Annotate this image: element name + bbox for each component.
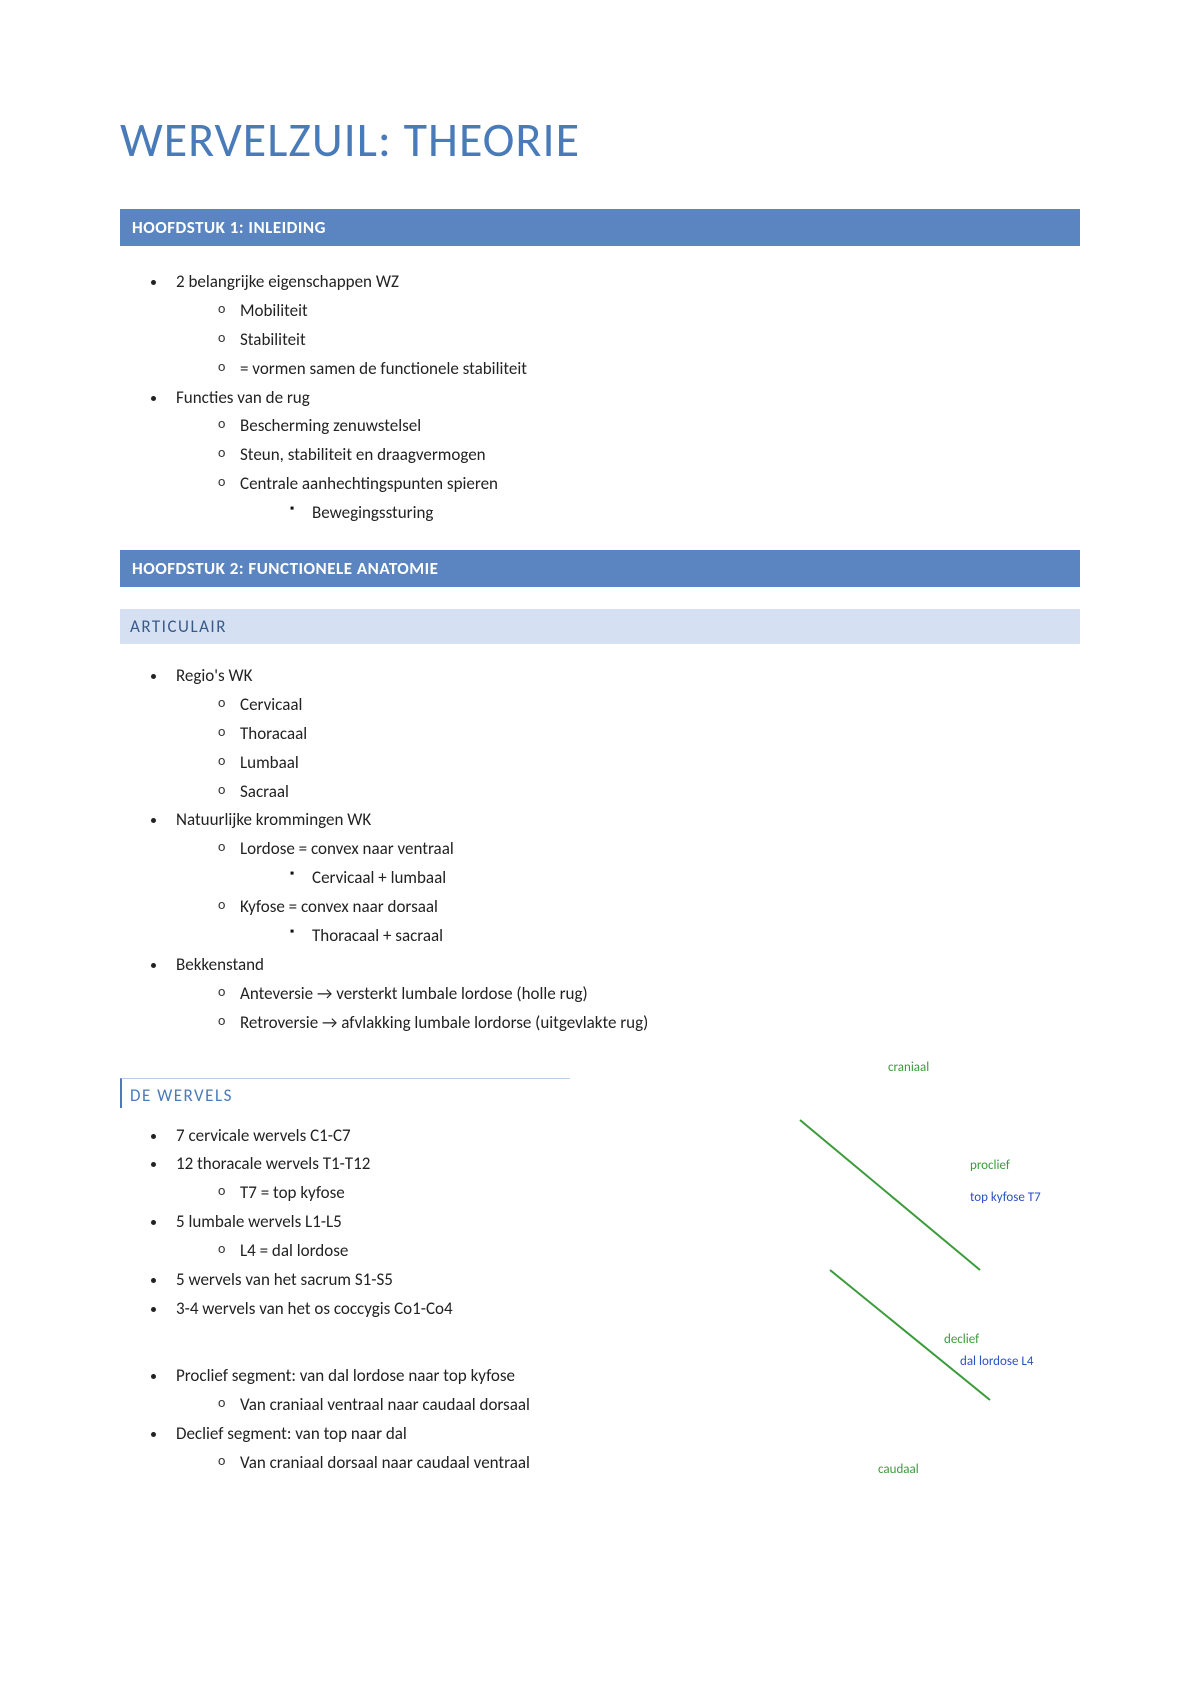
articulair-heading: ARTICULAIR — [120, 609, 1080, 644]
list-text: 2 belangrijke eigenschappen WZ — [176, 271, 399, 292]
list-text: Mobiliteit — [240, 300, 308, 321]
list-item: Sacraal — [218, 778, 1080, 807]
list-item: Van craniaal ventraal naar caudaal dorsa… — [218, 1391, 762, 1420]
chapter-1-list: 2 belangrijke eigenschappen WZ Mobilitei… — [120, 268, 1080, 528]
list-text: 3-4 wervels van het os coccygis Co1-Co4 — [176, 1298, 453, 1319]
list-text: 5 wervels van het sacrum S1-S5 — [176, 1269, 393, 1290]
list-item: Thoracaal — [218, 720, 1080, 749]
diagram-label-top-kyfose: top kyfose T7 — [970, 1190, 1041, 1205]
list-text: Retroversie → afvlakking lumbale lordors… — [240, 1012, 648, 1033]
list-text: Proclief segment: van dal lordose naar t… — [176, 1365, 515, 1386]
wervels-list-2: Proclief segment: van dal lordose naar t… — [120, 1362, 762, 1478]
list-item: 12 thoracale wervels T1-T12 T7 = top kyf… — [168, 1150, 762, 1208]
list-text: Bewegingssturing — [312, 502, 433, 523]
list-text: Regio's WK — [176, 665, 252, 686]
list-item: 5 wervels van het sacrum S1-S5 — [168, 1266, 762, 1295]
list-item: = vormen samen de functionele stabilitei… — [218, 355, 1080, 384]
list-item: 7 cervicale wervels C1-C7 — [168, 1122, 762, 1151]
list-text: Kyfose = convex naar dorsaal — [240, 896, 438, 917]
list-item: L4 = dal lordose — [218, 1237, 762, 1266]
list-text: Bekkenstand — [176, 954, 264, 975]
diagram-label-proclief: proclief — [970, 1158, 1010, 1173]
list-item: Lumbaal — [218, 749, 1080, 778]
list-text: = vormen samen de functionele stabilitei… — [240, 358, 527, 379]
list-text: Bescherming zenuwstelsel — [240, 415, 421, 436]
list-item: Natuurlijke krommingen WK Lordose = conv… — [168, 806, 1080, 950]
list-item: Bescherming zenuwstelsel — [218, 412, 1080, 441]
list-item: Anteversie → versterkt lumbale lordose (… — [218, 980, 1080, 1009]
articulair-list: Regio's WK Cervicaal Thoracaal Lumbaal S… — [120, 662, 1080, 1038]
diagram-label-craniaal: craniaal — [888, 1060, 929, 1075]
spine-diagram: craniaal proclief top kyfose T7 declief … — [770, 1060, 1070, 1480]
chapter-2-heading: HOOFDSTUK 2: FUNCTIONELE ANATOMIE — [120, 550, 1080, 587]
list-text: T7 = top kyfose — [240, 1182, 345, 1203]
list-item: Thoracaal + sacraal — [290, 922, 1080, 951]
list-item: 5 lumbale wervels L1-L5 L4 = dal lordose — [168, 1208, 762, 1266]
list-item: Stabiliteit — [218, 326, 1080, 355]
chapter-1-heading: HOOFDSTUK 1: INLEIDING — [120, 209, 1080, 246]
list-text: Declief segment: van top naar dal — [176, 1423, 407, 1444]
list-item: Bekkenstand Anteversie → versterkt lumba… — [168, 951, 1080, 1038]
list-item: Retroversie → afvlakking lumbale lordors… — [218, 1009, 1080, 1038]
list-text: Thoracaal — [240, 723, 307, 744]
list-text: Centrale aanhechtingspunten spieren — [240, 473, 498, 494]
list-text: Functies van de rug — [176, 387, 310, 408]
list-text: L4 = dal lordose — [240, 1240, 348, 1261]
list-text: Anteversie → versterkt lumbale lordose (… — [240, 983, 588, 1004]
list-text: 7 cervicale wervels C1-C7 — [176, 1125, 351, 1146]
list-item: Lordose = convex naar ventraal Cervicaal… — [218, 835, 1080, 893]
list-item: Bewegingssturing — [290, 499, 1080, 528]
list-text: Steun, stabiliteit en draagvermogen — [240, 444, 486, 465]
list-text: 5 lumbale wervels L1-L5 — [176, 1211, 342, 1232]
list-item: Cervicaal — [218, 691, 1080, 720]
list-item: Regio's WK Cervicaal Thoracaal Lumbaal S… — [168, 662, 1080, 806]
list-item: Mobiliteit — [218, 297, 1080, 326]
list-text: Stabiliteit — [240, 329, 306, 350]
list-item: Proclief segment: van dal lordose naar t… — [168, 1362, 762, 1420]
list-item: Declief segment: van top naar dal Van cr… — [168, 1420, 762, 1478]
list-text: Cervicaal — [240, 694, 302, 715]
list-item: Functies van de rug Bescherming zenuwste… — [168, 384, 1080, 528]
list-text: 12 thoracale wervels T1-T12 — [176, 1153, 370, 1174]
list-text: Lumbaal — [240, 752, 299, 773]
list-text: Cervicaal + lumbaal — [312, 867, 446, 888]
diagram-label-caudaal: caudaal — [878, 1462, 919, 1477]
list-item: Van craniaal dorsaal naar caudaal ventra… — [218, 1449, 762, 1478]
de-wervels-heading: DE WERVELS — [120, 1078, 570, 1108]
list-text: Natuurlijke krommingen WK — [176, 809, 371, 830]
list-item: T7 = top kyfose — [218, 1179, 762, 1208]
list-text: Van craniaal ventraal naar caudaal dorsa… — [240, 1394, 530, 1415]
list-text: Van craniaal dorsaal naar caudaal ventra… — [240, 1452, 530, 1473]
list-item: 2 belangrijke eigenschappen WZ Mobilitei… — [168, 268, 1080, 384]
list-text: Sacraal — [240, 781, 289, 802]
list-item: Kyfose = convex naar dorsaal Thoracaal +… — [218, 893, 1080, 951]
list-item: 3-4 wervels van het os coccygis Co1-Co4 — [168, 1295, 762, 1324]
list-item: Centrale aanhechtingspunten spieren Bewe… — [218, 470, 1080, 528]
page-title: WERVELZUIL: THEORIE — [120, 110, 1080, 169]
diagram-label-dal-lordose: dal lordose L4 — [960, 1354, 1033, 1369]
spine-svg — [770, 1060, 1070, 1480]
list-text: Lordose = convex naar ventraal — [240, 838, 454, 859]
list-item: Steun, stabiliteit en draagvermogen — [218, 441, 1080, 470]
list-text: Thoracaal + sacraal — [312, 925, 443, 946]
wervels-list: 7 cervicale wervels C1-C7 12 thoracale w… — [120, 1122, 762, 1324]
diagram-label-declief: declief — [944, 1332, 979, 1347]
list-item: Cervicaal + lumbaal — [290, 864, 1080, 893]
